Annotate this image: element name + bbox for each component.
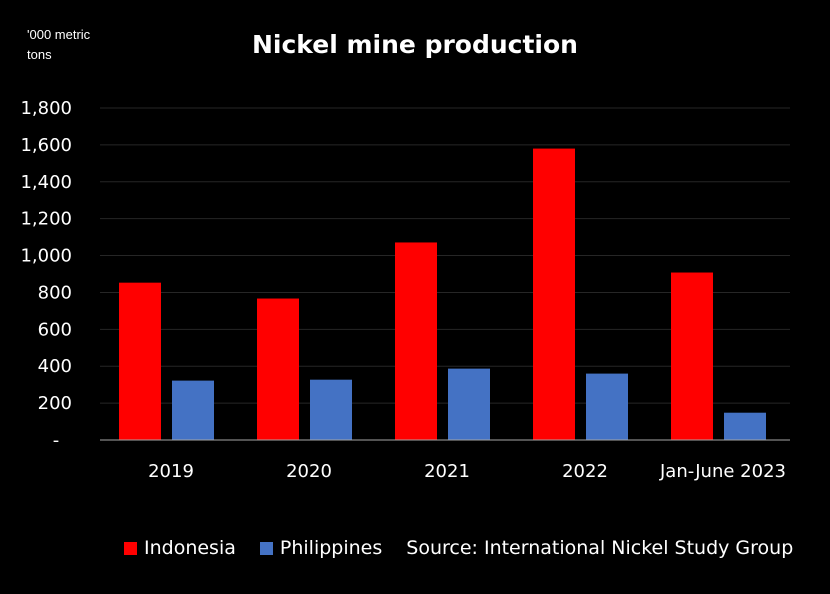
bar-indonesia-1 bbox=[257, 298, 299, 440]
y-tick-label: 1,400 bbox=[20, 172, 72, 193]
x-tick-label: 2021 bbox=[424, 461, 470, 482]
bar-philippines-3 bbox=[586, 373, 628, 440]
x-tick-label: 2019 bbox=[148, 461, 194, 482]
x-tick-label: 2020 bbox=[286, 461, 332, 482]
legend-swatch-indonesia bbox=[124, 541, 137, 555]
y-tick-label: 400 bbox=[38, 356, 72, 377]
y-tick-label: 600 bbox=[38, 319, 72, 340]
x-tick-label: 2022 bbox=[562, 461, 608, 482]
y-tick-label: - bbox=[53, 430, 60, 451]
bar-indonesia-2 bbox=[395, 242, 437, 440]
source-note: Source: International Nickel Study Group bbox=[406, 537, 794, 559]
bar-indonesia-0 bbox=[119, 282, 161, 440]
legend-label-indonesia: Indonesia bbox=[144, 537, 236, 559]
legend-item-philippines: Philippines bbox=[259, 537, 383, 559]
y-axis-unit-label: '000 metric tons bbox=[27, 27, 91, 62]
chart-title: Nickel mine production bbox=[252, 30, 578, 59]
bar-indonesia-4 bbox=[671, 272, 713, 440]
bar-philippines-1 bbox=[310, 379, 352, 440]
bar-philippines-0 bbox=[172, 380, 214, 440]
x-tick-label: Jan-June 2023 bbox=[659, 461, 786, 482]
y-tick-label: 1,800 bbox=[20, 98, 72, 119]
legend: Indonesia Philippines Source: Internatio… bbox=[124, 537, 793, 559]
y-tick-label: 1,000 bbox=[20, 246, 72, 267]
y-tick-label: 200 bbox=[38, 393, 72, 414]
bar-indonesia-3 bbox=[533, 148, 575, 441]
legend-label-philippines: Philippines bbox=[279, 537, 383, 559]
legend-item-indonesia: Indonesia bbox=[124, 537, 236, 559]
bar-philippines-2 bbox=[448, 368, 490, 440]
legend-swatch-philippines bbox=[259, 541, 273, 555]
bar-philippines-4 bbox=[724, 412, 766, 440]
y-tick-label: 800 bbox=[38, 282, 72, 303]
y-tick-label: 1,200 bbox=[20, 209, 72, 230]
y-tick-label: 1,600 bbox=[20, 135, 72, 156]
